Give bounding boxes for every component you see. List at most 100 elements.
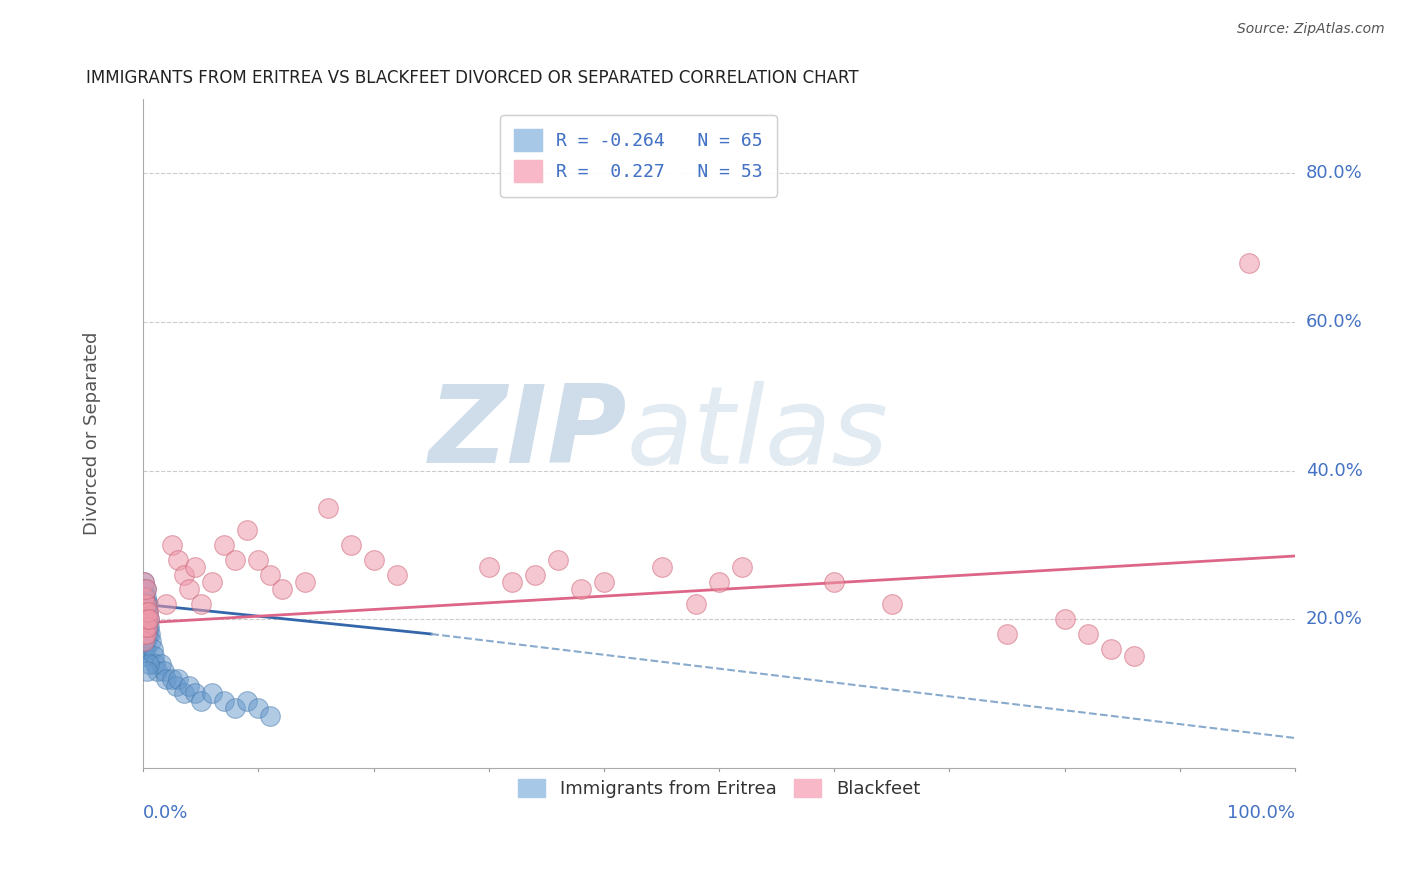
Point	[134, 619, 156, 633]
Point	[136, 605, 159, 619]
Point	[134, 627, 156, 641]
Point	[135, 597, 157, 611]
Point	[134, 597, 156, 611]
Point	[135, 612, 157, 626]
Point	[134, 605, 156, 619]
Point	[135, 605, 157, 619]
Point	[236, 523, 259, 537]
Text: 40.0%: 40.0%	[1306, 461, 1362, 480]
Point	[136, 627, 159, 641]
Point	[184, 560, 207, 574]
Point	[685, 597, 707, 611]
Point	[160, 538, 183, 552]
Text: ZIP: ZIP	[429, 381, 627, 486]
Point	[134, 627, 156, 641]
Point	[363, 552, 385, 566]
Point	[134, 649, 156, 664]
Point	[134, 634, 156, 648]
Point	[141, 634, 163, 648]
Point	[135, 627, 157, 641]
Point	[139, 627, 162, 641]
Point	[731, 560, 754, 574]
Point	[501, 574, 523, 589]
Point	[134, 605, 156, 619]
Point	[385, 567, 408, 582]
Point	[138, 612, 160, 626]
Point	[294, 574, 316, 589]
Point	[547, 552, 569, 566]
Point	[135, 605, 157, 619]
Point	[224, 552, 246, 566]
Point	[134, 590, 156, 604]
Point	[167, 552, 190, 566]
Point	[1099, 641, 1122, 656]
Point	[190, 694, 212, 708]
Text: IMMIGRANTS FROM ERITREA VS BLACKFEET DIVORCED OR SEPARATED CORRELATION CHART: IMMIGRANTS FROM ERITREA VS BLACKFEET DIV…	[86, 69, 859, 87]
Point	[134, 634, 156, 648]
Text: 20.0%: 20.0%	[1306, 610, 1362, 628]
Point	[138, 619, 160, 633]
Point	[134, 590, 156, 604]
Point	[135, 627, 157, 641]
Point	[1053, 612, 1076, 626]
Point	[141, 641, 163, 656]
Text: 100.0%: 100.0%	[1227, 805, 1295, 822]
Point	[1077, 627, 1099, 641]
Point	[134, 605, 156, 619]
Point	[167, 672, 190, 686]
Point	[823, 574, 845, 589]
Point	[1237, 255, 1260, 269]
Point	[135, 590, 157, 604]
Point	[135, 597, 157, 611]
Point	[173, 686, 195, 700]
Point	[155, 597, 177, 611]
Point	[135, 582, 157, 597]
Point	[134, 634, 156, 648]
Point	[247, 552, 270, 566]
Point	[224, 701, 246, 715]
Text: Source: ZipAtlas.com: Source: ZipAtlas.com	[1237, 22, 1385, 37]
Point	[134, 641, 156, 656]
Point	[136, 619, 159, 633]
Point	[569, 582, 592, 597]
Point	[134, 582, 156, 597]
Point	[316, 500, 339, 515]
Text: 80.0%: 80.0%	[1306, 164, 1362, 183]
Point	[149, 657, 172, 671]
Point	[134, 619, 156, 633]
Point	[134, 627, 156, 641]
Point	[134, 612, 156, 626]
Point	[135, 619, 157, 633]
Point	[134, 612, 156, 626]
Point	[880, 597, 903, 611]
Point	[136, 605, 159, 619]
Point	[134, 574, 156, 589]
Point	[146, 664, 169, 678]
Point	[201, 574, 224, 589]
Point	[212, 694, 235, 708]
Point	[136, 597, 159, 611]
Point	[135, 612, 157, 626]
Point	[134, 619, 156, 633]
Point	[135, 612, 157, 626]
Point	[478, 560, 501, 574]
Point	[270, 582, 292, 597]
Point	[143, 657, 166, 671]
Point	[134, 597, 156, 611]
Point	[135, 597, 157, 611]
Point	[135, 641, 157, 656]
Point	[179, 582, 201, 597]
Point	[134, 612, 156, 626]
Point	[212, 538, 235, 552]
Point	[236, 694, 259, 708]
Text: Divorced or Separated: Divorced or Separated	[83, 332, 100, 535]
Point	[134, 590, 156, 604]
Point	[135, 619, 157, 633]
Point	[190, 597, 212, 611]
Point	[1122, 649, 1144, 664]
Point	[184, 686, 207, 700]
Point	[153, 664, 176, 678]
Point	[135, 619, 157, 633]
Point	[135, 612, 157, 626]
Point	[179, 679, 201, 693]
